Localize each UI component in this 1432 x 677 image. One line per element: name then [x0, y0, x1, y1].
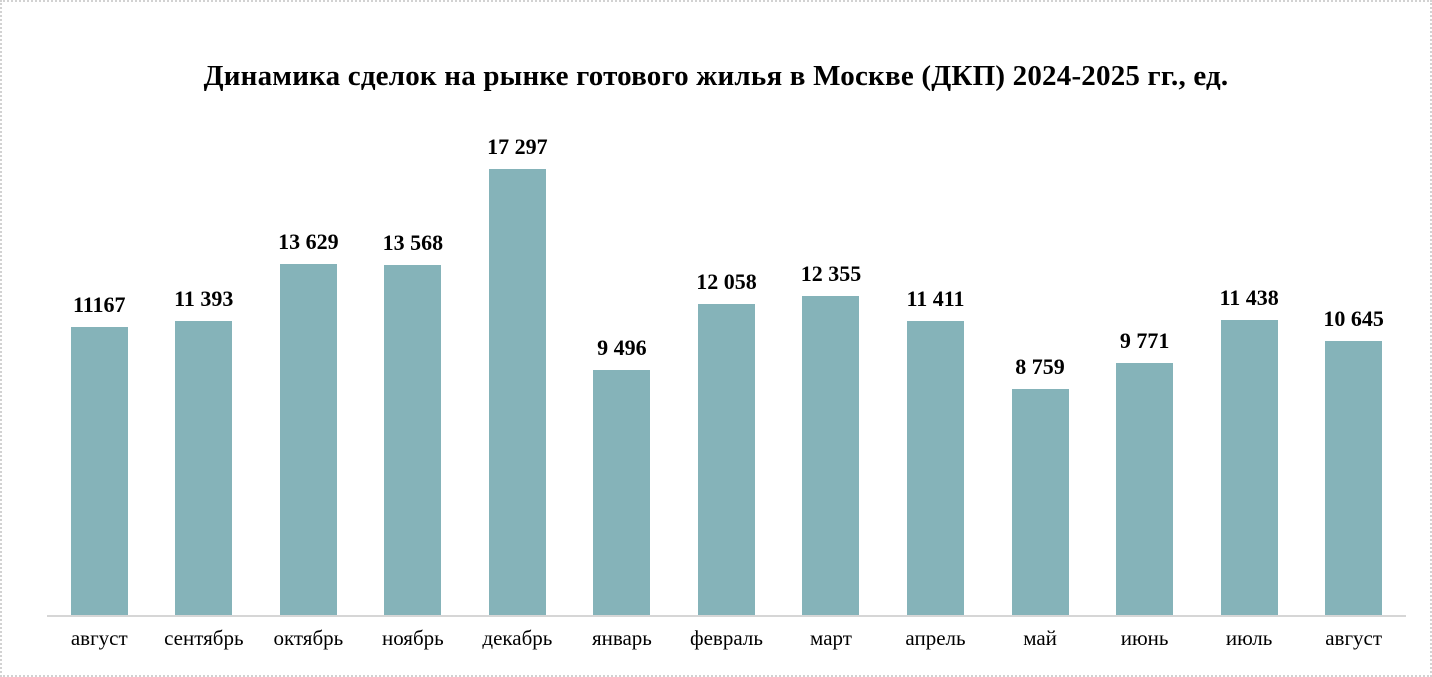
bar-value-label: 13 568 [382, 230, 444, 255]
bar-slot: 12 058 [674, 2, 779, 615]
bar [1220, 320, 1278, 615]
plot-area: 11167 11 393 13 629 13 568 17 297 9 496 12 058… [47, 2, 1406, 650]
bar-slot: 12 355 [779, 2, 884, 615]
x-axis-label: август [70, 626, 128, 650]
bar [593, 370, 651, 615]
x-axis-label: январь [591, 626, 652, 650]
bar-value-label: 11 393 [174, 286, 234, 311]
bar-slot: 11 393 [152, 2, 257, 615]
bar-value-label: 17 297 [487, 134, 548, 159]
bar [1011, 389, 1069, 615]
bar-slot: 10 645 [1301, 2, 1406, 615]
x-axis-labels-row: август сентябрь октябрь ноябрь декабрь январь… [47, 626, 1406, 651]
bar-value-label: 12 058 [696, 269, 757, 294]
bar [384, 265, 442, 615]
bar-slot: 13 629 [256, 2, 361, 615]
bar-slot: 11167 [47, 2, 152, 615]
bar-value-label: 13 629 [278, 229, 339, 254]
bar [175, 321, 233, 615]
x-axis-label: ноябрь [381, 626, 444, 650]
bar-slot: 9 771 [1092, 2, 1197, 615]
bar-value-label: 11 411 [906, 286, 965, 311]
bar-value-label: 8 759 [1015, 354, 1065, 379]
x-axis-label: май [1023, 626, 1057, 650]
bar [907, 321, 965, 615]
bar-slot: 11 438 [1197, 2, 1302, 615]
bar-value-label: 10 645 [1323, 306, 1384, 331]
bar-slot: 8 759 [988, 2, 1093, 615]
x-axis-label: сентябрь [164, 626, 244, 650]
bar [1116, 363, 1174, 615]
x-axis-line [47, 615, 1406, 617]
bar [279, 264, 337, 615]
bar-value-label: 11167 [72, 292, 126, 317]
x-axis-label: март [810, 626, 852, 650]
x-axis-label: апрель [905, 626, 966, 650]
bar-value-label: 9 771 [1119, 328, 1170, 353]
bar-value-label: 9 496 [597, 335, 647, 360]
x-axis-label: декабрь [482, 626, 553, 650]
bar-slot: 13 568 [361, 2, 466, 615]
bar-slot: 11 411 [883, 2, 988, 615]
bar-slot: 9 496 [570, 2, 675, 615]
bar [70, 327, 128, 615]
bar [488, 169, 546, 615]
bar-value-label: 11 438 [1219, 285, 1279, 310]
x-axis-label: август [1325, 626, 1383, 650]
bar-value-label: 12 355 [800, 261, 862, 286]
bar [697, 304, 755, 615]
chart-title: Динамика сделок на рынке готового жилья … [203, 60, 1229, 92]
x-axis-label: февраль [690, 626, 763, 650]
bar [802, 296, 860, 615]
x-axis-label: июнь [1120, 626, 1169, 650]
x-axis-label: октябрь [273, 626, 344, 650]
bars-container: 11167 11 393 13 629 13 568 17 297 9 496 12 058… [47, 2, 1406, 615]
x-axis-label: июль [1225, 626, 1273, 650]
bar [1325, 341, 1383, 615]
bar-slot: 17 297 [465, 2, 570, 615]
